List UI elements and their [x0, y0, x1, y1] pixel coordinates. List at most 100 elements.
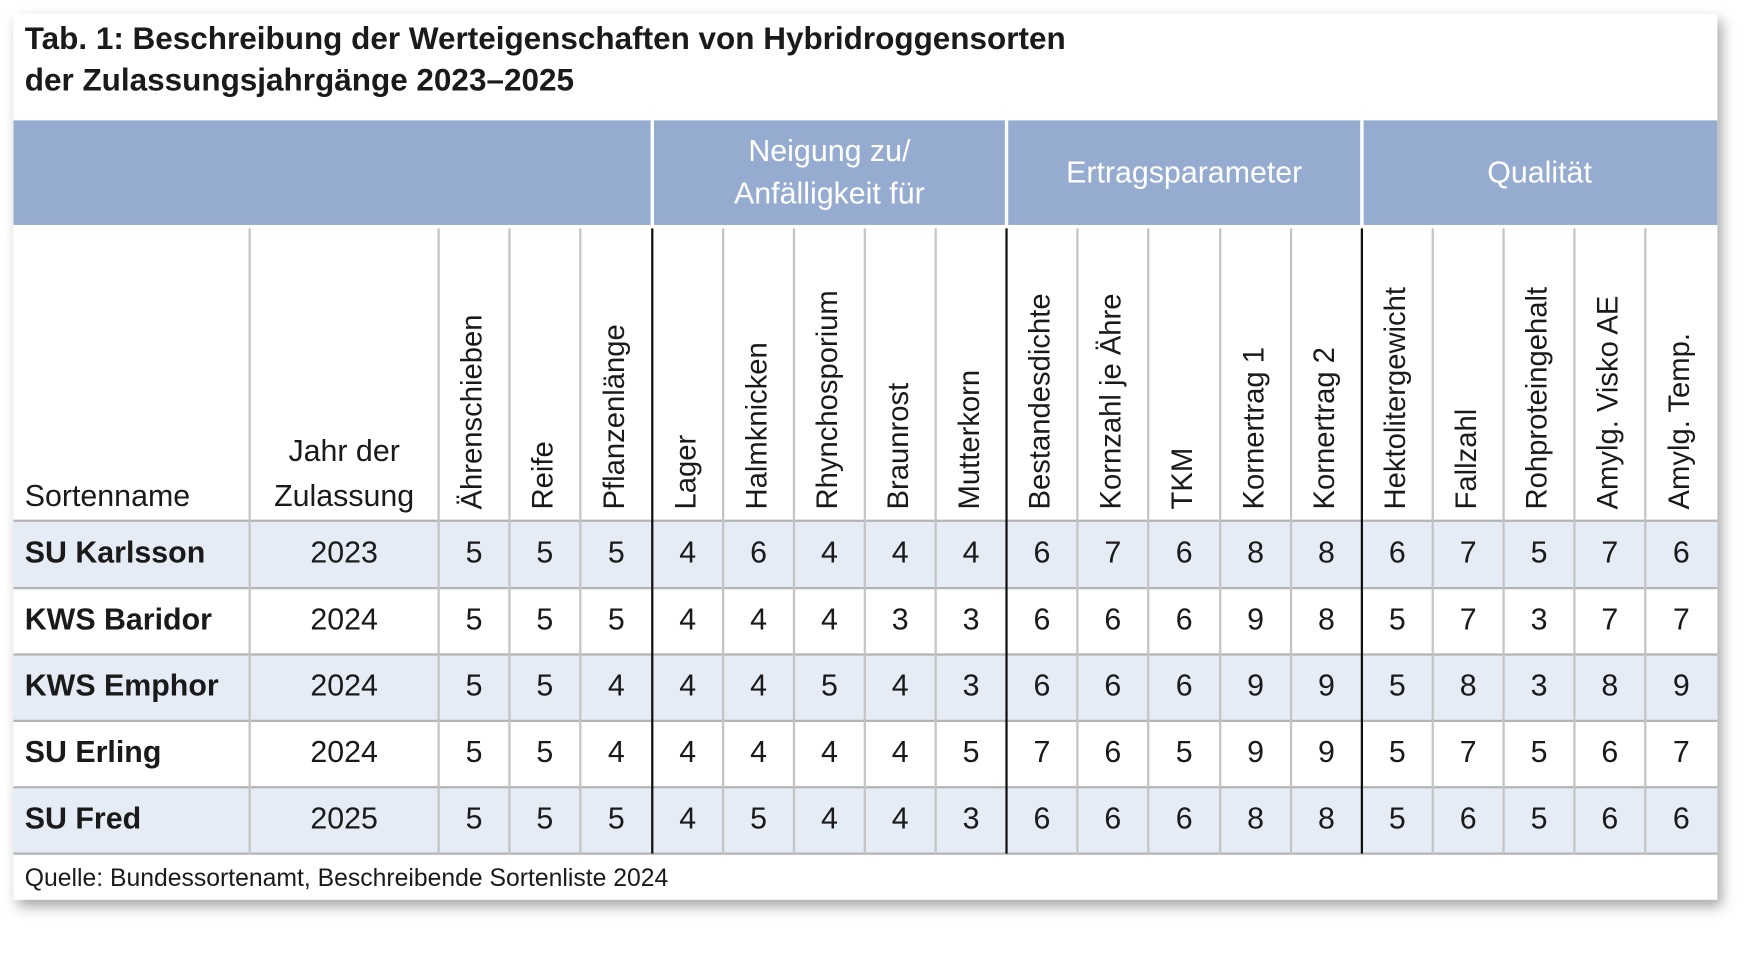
- cell: 4: [608, 736, 625, 769]
- cell: 4: [892, 536, 909, 569]
- cell: 4: [679, 736, 696, 769]
- cell: 3: [963, 603, 980, 636]
- cell: 7: [1601, 603, 1618, 636]
- cell: 2023: [310, 536, 378, 569]
- cell: 4: [679, 603, 696, 636]
- column-header: Kornertrag 1: [1238, 347, 1270, 509]
- cell: 5: [1531, 802, 1548, 835]
- column-header: Zulassung: [274, 480, 414, 513]
- cell: 9: [1318, 670, 1335, 703]
- cell: 3: [892, 603, 909, 636]
- cell: 5: [536, 536, 553, 569]
- cell: 3: [963, 670, 980, 703]
- cell: 5: [536, 670, 553, 703]
- cell: 9: [1673, 670, 1690, 703]
- group-header: Ertragsparameter: [1066, 156, 1302, 189]
- cell: 7: [1033, 736, 1050, 769]
- column-header: Pflanzenlänge: [599, 324, 631, 509]
- cell: 9: [1318, 736, 1335, 769]
- column-header: Ährenschieben: [457, 315, 489, 510]
- cell: 3: [963, 802, 980, 835]
- group-header: Anfälligkeit für: [734, 178, 925, 211]
- cell: 5: [1389, 736, 1406, 769]
- source-note: Quelle: Bundessortenamt, Beschreibende S…: [25, 865, 669, 892]
- cell: 6: [1104, 736, 1121, 769]
- cell: 5: [608, 802, 625, 835]
- cell: 2024: [310, 670, 378, 703]
- group-header-band: [13, 120, 1718, 225]
- column-header: Hektolitergewicht: [1380, 287, 1412, 509]
- cell: 7: [1104, 536, 1121, 569]
- cell: 4: [892, 736, 909, 769]
- column-header: Halmknicken: [741, 342, 773, 509]
- cell: 7: [1673, 603, 1690, 636]
- cell: 8: [1318, 603, 1335, 636]
- cell: 6: [1389, 536, 1406, 569]
- cell: 4: [608, 670, 625, 703]
- cell: 6: [1176, 802, 1193, 835]
- column-header: Bestandesdichte: [1025, 293, 1057, 509]
- cell: 4: [821, 802, 838, 835]
- cell: 6: [1601, 736, 1618, 769]
- cell: 5: [466, 536, 483, 569]
- cell: 7: [1601, 536, 1618, 569]
- cell: 6: [750, 536, 767, 569]
- cell: 6: [1104, 670, 1121, 703]
- cell: 5: [608, 603, 625, 636]
- column-header: TKM: [1167, 448, 1199, 510]
- column-header: Sortenname: [25, 480, 190, 513]
- cell: 6: [1033, 536, 1050, 569]
- column-header: Mutterkorn: [954, 370, 986, 510]
- cell: 6: [1176, 603, 1193, 636]
- cell: 5: [466, 670, 483, 703]
- cell: 4: [821, 603, 838, 636]
- cell: 5: [750, 802, 767, 835]
- cell: 2024: [310, 736, 378, 769]
- cell: 6: [1033, 802, 1050, 835]
- column-header: Lager: [670, 434, 702, 509]
- cell: 6: [1673, 536, 1690, 569]
- column-header: Amylg. Temp.: [1664, 333, 1696, 509]
- group-header: Neigung zu/: [748, 135, 911, 168]
- cell: 5: [1176, 736, 1193, 769]
- cell: 9: [1247, 736, 1264, 769]
- row-label: SU Karlsson: [25, 536, 206, 569]
- cell: 3: [1531, 670, 1548, 703]
- cell: 4: [821, 536, 838, 569]
- cell: 4: [679, 536, 696, 569]
- cell: 5: [466, 802, 483, 835]
- cell: 6: [1104, 603, 1121, 636]
- cell: 8: [1318, 536, 1335, 569]
- cell: 9: [1247, 603, 1264, 636]
- cell: 2024: [310, 603, 378, 636]
- column-header: Braunrost: [883, 383, 915, 510]
- column-header: Rohproteingehalt: [1522, 287, 1554, 510]
- cell: 7: [1460, 736, 1477, 769]
- cell: 8: [1460, 670, 1477, 703]
- column-header: Kornertrag 2: [1309, 347, 1341, 509]
- cell: 4: [750, 603, 767, 636]
- cell: 5: [608, 536, 625, 569]
- cell: 7: [1673, 736, 1690, 769]
- cell: 8: [1601, 670, 1618, 703]
- cell: 5: [466, 736, 483, 769]
- cell: 4: [750, 736, 767, 769]
- column-header: Jahr der: [288, 435, 399, 468]
- row-label: SU Erling: [25, 736, 162, 769]
- cell: 6: [1460, 802, 1477, 835]
- cell: 4: [963, 536, 980, 569]
- cell: 5: [1389, 603, 1406, 636]
- cell: 8: [1247, 802, 1264, 835]
- cell: 4: [892, 802, 909, 835]
- cell: 5: [1389, 802, 1406, 835]
- cell: 5: [536, 802, 553, 835]
- cell: 2025: [310, 802, 378, 835]
- cell: 5: [963, 736, 980, 769]
- cell: 4: [892, 670, 909, 703]
- row-label: SU Fred: [25, 802, 141, 835]
- cell: 5: [1389, 670, 1406, 703]
- group-header: Qualität: [1487, 156, 1592, 189]
- cell: 6: [1673, 802, 1690, 835]
